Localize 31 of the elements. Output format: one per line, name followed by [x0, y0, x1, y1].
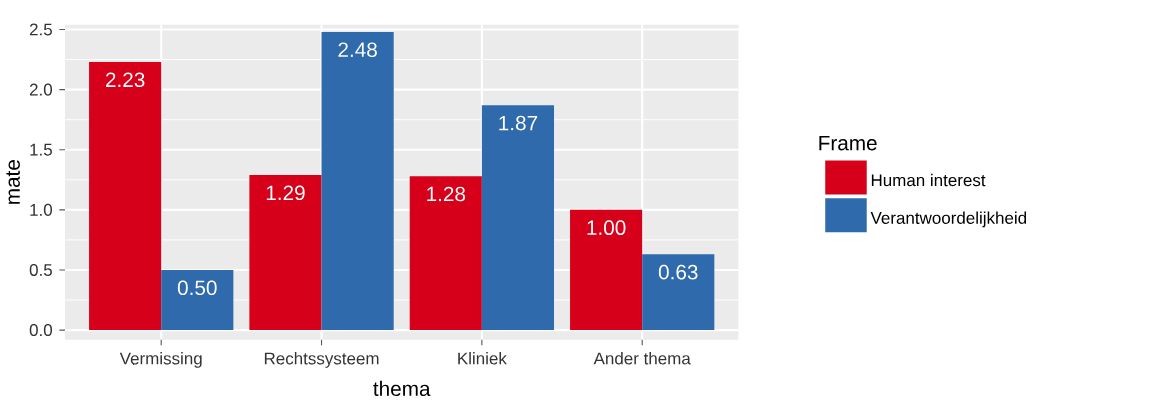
data-label: 2.23 — [105, 72, 145, 87]
x-tick-label: Rechtssysteem — [264, 351, 379, 368]
y-tick-label: 1.0 — [30, 203, 53, 216]
data-label: 1.00 — [587, 220, 626, 235]
data-label: 1.29 — [266, 185, 305, 200]
y-tick-label: 2.5 — [29, 23, 52, 36]
data-label: 0.63 — [658, 264, 698, 280]
data-label: 1.87 — [499, 115, 538, 131]
x-tick-label: Ander thema — [593, 351, 691, 365]
bar — [642, 254, 715, 330]
data-label: 2.48 — [338, 42, 377, 57]
bar — [481, 105, 555, 330]
legend-label: Human interest — [871, 173, 986, 187]
bar — [161, 269, 234, 330]
bar — [89, 61, 162, 330]
y-tick-label: 0.5 — [29, 263, 52, 276]
y-axis-title: mate — [6, 159, 20, 204]
bar — [321, 31, 394, 330]
x-tick-label: Vermissing — [119, 351, 202, 368]
y-tick-label: 2.0 — [29, 83, 53, 96]
legend-title: Frame — [819, 135, 877, 151]
bar — [409, 176, 482, 330]
data-label: 0.50 — [177, 280, 217, 295]
x-tick-label: Kliniek — [458, 351, 507, 365]
bar — [249, 174, 322, 330]
data-label: 1.28 — [427, 186, 466, 202]
x-axis-title: thema — [373, 380, 431, 396]
bar — [570, 209, 643, 330]
y-tick-label: 0.0 — [29, 323, 53, 336]
y-tick-label: 1.5 — [30, 143, 52, 156]
legend-label: Verantwoordelijkheid — [870, 211, 1027, 228]
